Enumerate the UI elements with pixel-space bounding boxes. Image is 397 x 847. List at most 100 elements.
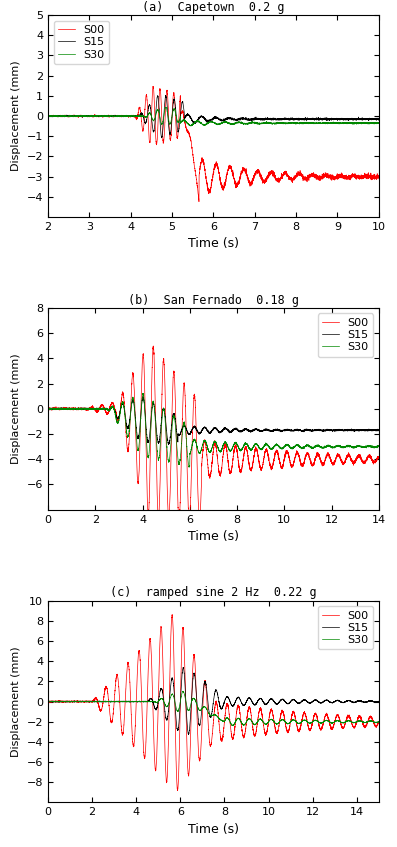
S00 [376, 451, 381, 462]
S15 [119, 697, 124, 707]
S30 [187, 462, 191, 473]
S15 [189, 424, 194, 435]
S30 [190, 695, 195, 705]
S00 [370, 457, 375, 468]
S30 [376, 118, 381, 128]
S30 [119, 696, 124, 706]
S15 [264, 114, 268, 125]
Legend: S00, S15, S30: S00, S15, S30 [318, 313, 373, 357]
S00 [354, 170, 359, 180]
S15 [160, 684, 164, 695]
S15 [163, 91, 168, 101]
S30 [141, 388, 145, 398]
S15 [46, 696, 50, 706]
S15 [370, 424, 375, 435]
S30 [67, 697, 71, 707]
Title: (c)  ramped sine 2 Hz  0.22 g: (c) ramped sine 2 Hz 0.22 g [110, 586, 317, 600]
S00 [281, 169, 285, 180]
S00 [376, 717, 381, 728]
S15 [301, 425, 305, 435]
Line: S30: S30 [48, 691, 379, 726]
S00 [189, 449, 194, 459]
S15 [166, 440, 171, 450]
S30 [189, 441, 194, 451]
S30 [318, 442, 323, 452]
S30 [230, 721, 235, 731]
S15 [141, 391, 145, 401]
S30 [46, 111, 50, 121]
S30 [189, 120, 194, 130]
S15 [281, 114, 285, 125]
S00 [301, 460, 305, 470]
S15 [54, 696, 59, 706]
Y-axis label: Displacement (mm): Displacement (mm) [11, 353, 21, 464]
S15 [344, 113, 349, 124]
S15 [354, 114, 359, 125]
X-axis label: Time (s): Time (s) [188, 530, 239, 543]
S00 [187, 516, 192, 526]
S00 [175, 785, 180, 795]
S15 [376, 425, 381, 435]
S30 [91, 405, 96, 415]
Line: S30: S30 [48, 107, 379, 126]
S00 [46, 404, 50, 414]
S15 [376, 696, 381, 706]
S30 [281, 119, 285, 129]
S30 [46, 404, 50, 414]
Legend: S00, S15, S30: S00, S15, S30 [54, 20, 109, 64]
S30 [376, 440, 381, 451]
S30 [354, 118, 359, 128]
S15 [190, 678, 195, 688]
S15 [170, 414, 175, 424]
S15 [46, 404, 50, 414]
S00 [160, 630, 164, 640]
S30 [301, 443, 305, 453]
S00 [46, 110, 50, 120]
S15 [189, 113, 194, 124]
S15 [315, 696, 320, 706]
S15 [46, 111, 50, 121]
S30 [204, 119, 209, 129]
S30 [189, 121, 193, 131]
S00 [376, 171, 381, 181]
Line: S15: S15 [48, 396, 379, 445]
S00 [189, 136, 194, 147]
S00 [170, 610, 175, 620]
Line: S00: S00 [48, 346, 379, 521]
S30 [46, 696, 50, 706]
S00 [119, 721, 124, 731]
S30 [160, 694, 164, 704]
S00 [315, 713, 320, 723]
Y-axis label: Displacement (mm): Displacement (mm) [11, 646, 21, 757]
S00 [46, 696, 50, 706]
Line: S15: S15 [48, 96, 379, 138]
S00 [344, 172, 349, 182]
S15 [204, 115, 209, 125]
S30 [370, 441, 375, 451]
Y-axis label: Displacement (mm): Displacement (mm) [11, 61, 21, 171]
Line: S00: S00 [48, 615, 379, 790]
S30 [344, 118, 349, 128]
Title: (b)  San Fernado  0.18 g: (b) San Fernado 0.18 g [128, 294, 299, 307]
Legend: S00, S15, S30: S00, S15, S30 [318, 606, 373, 650]
S15 [67, 696, 71, 706]
Line: S00: S00 [48, 86, 379, 202]
S00 [170, 398, 175, 408]
S30 [376, 717, 381, 727]
S30 [170, 420, 175, 430]
S00 [197, 197, 201, 207]
S00 [67, 696, 71, 706]
S30 [163, 102, 168, 112]
S15 [186, 729, 191, 739]
Title: (a)  Capetown  0.2 g: (a) Capetown 0.2 g [142, 1, 285, 14]
S30 [180, 686, 185, 696]
S30 [264, 118, 268, 128]
S15 [318, 425, 323, 435]
S15 [91, 404, 96, 414]
S00 [151, 340, 156, 351]
S00 [204, 175, 209, 185]
S30 [315, 716, 320, 726]
X-axis label: Time (s): Time (s) [188, 823, 239, 836]
S00 [190, 669, 195, 679]
S00 [91, 403, 96, 413]
